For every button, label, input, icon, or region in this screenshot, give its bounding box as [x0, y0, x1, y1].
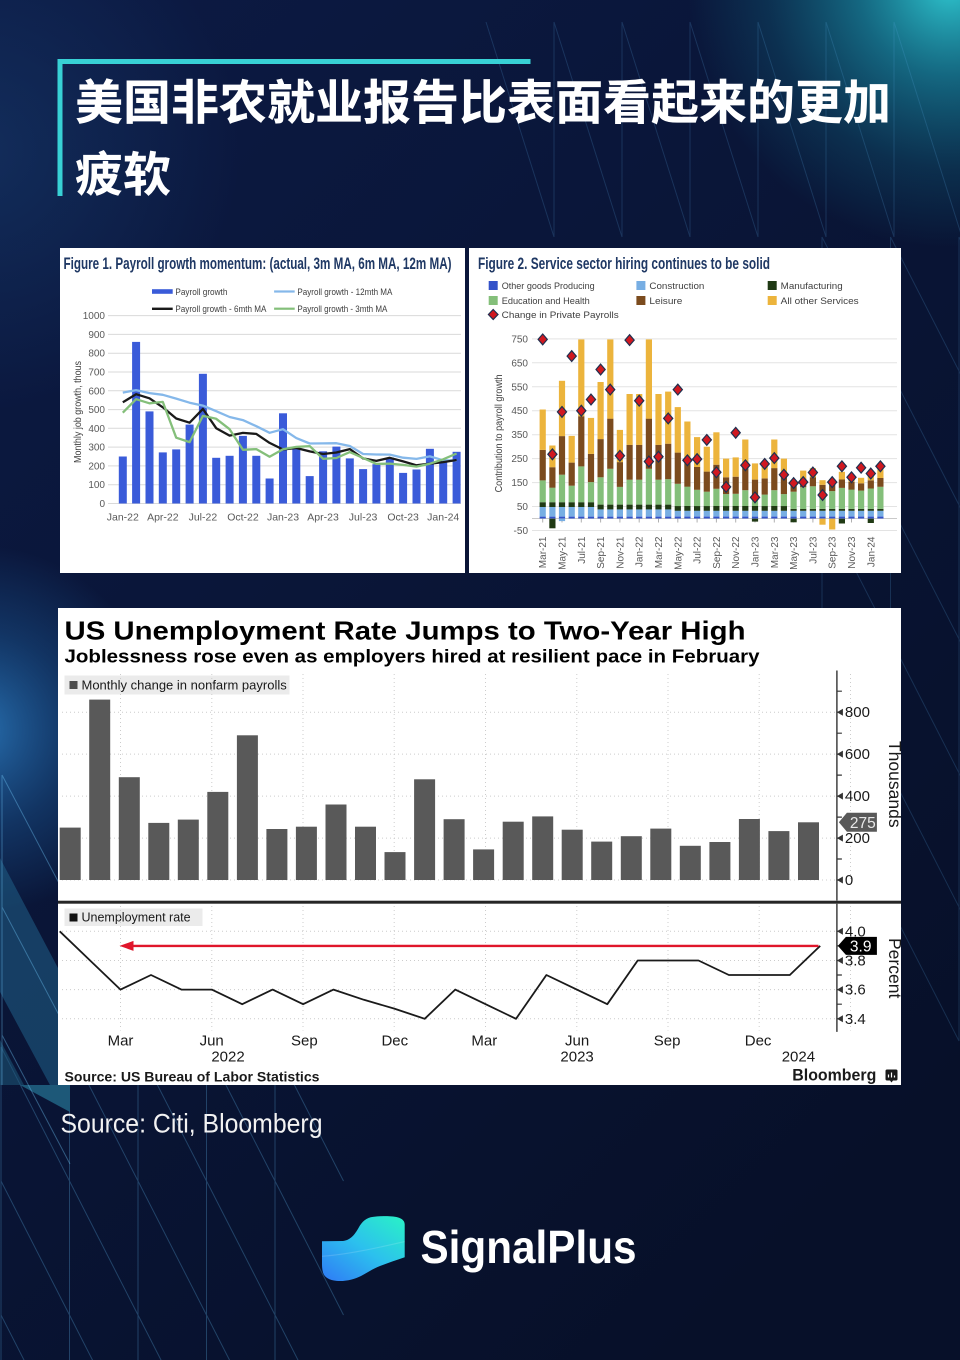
svg-text:Leisure: Leisure	[649, 296, 682, 307]
svg-text:Joblessness rose even as emplo: Joblessness rose even as employers hired…	[64, 646, 759, 666]
svg-text:Contribution to payroll growth: Contribution to payroll growth	[494, 374, 505, 492]
svg-text:Source: Citi, Bloomberg: Source: Citi, Bloomberg	[61, 1109, 323, 1139]
svg-text:350: 350	[511, 430, 528, 441]
svg-text:200: 200	[844, 830, 869, 847]
svg-text:200: 200	[88, 461, 105, 472]
svg-text:Nov-21: Nov-21	[615, 536, 626, 569]
svg-text:Source: US Bureau of Labor Sta: Source: US Bureau of Labor Statistics	[64, 1068, 319, 1084]
svg-text:Mar: Mar	[107, 1032, 133, 1049]
svg-text:Thousands: Thousands	[884, 741, 900, 828]
svg-text:2023: 2023	[560, 1048, 593, 1065]
svg-text:Payroll growth - 12mth MA: Payroll growth - 12mth MA	[297, 287, 393, 298]
svg-text:US Unemployment Rate Jumps to: US Unemployment Rate Jumps to Two-Year H…	[64, 615, 745, 645]
svg-text:Mar: Mar	[471, 1032, 497, 1049]
svg-text:Monthly change in nonfarm payr: Monthly change in nonfarm payrolls	[81, 677, 287, 692]
svg-text:Jul-23: Jul-23	[349, 512, 378, 524]
svg-text:Jul-23: Jul-23	[808, 536, 819, 564]
svg-text:275: 275	[849, 814, 875, 831]
svg-text:Jan-24: Jan-24	[427, 512, 459, 524]
svg-text:Apr-22: Apr-22	[147, 512, 179, 524]
svg-text:Jan-22: Jan-22	[107, 512, 139, 524]
svg-text:Apr-23: Apr-23	[307, 512, 339, 524]
svg-text:Mar-22: Mar-22	[654, 536, 665, 568]
svg-text:650: 650	[511, 358, 528, 369]
svg-text:Sep: Sep	[291, 1032, 318, 1049]
svg-text:2022: 2022	[211, 1048, 244, 1065]
svg-text:Payroll growth - 6mth MA: Payroll growth - 6mth MA	[175, 304, 267, 315]
svg-text:Sep: Sep	[653, 1032, 680, 1049]
svg-text:3.4: 3.4	[844, 1010, 865, 1027]
svg-text:SignalPlus: SignalPlus	[421, 1221, 637, 1273]
svg-text:100: 100	[88, 480, 105, 491]
svg-text:900: 900	[88, 330, 105, 341]
svg-text:Sep-22: Sep-22	[712, 536, 723, 569]
svg-text:1000: 1000	[83, 311, 106, 322]
svg-text:Bloomberg: Bloomberg	[792, 1065, 876, 1084]
svg-text:Oct-23: Oct-23	[387, 512, 419, 524]
svg-text:Monthly job growth, thous: Monthly job growth, thous	[73, 361, 84, 463]
svg-text:Oct-22: Oct-22	[227, 512, 259, 524]
svg-text:Payroll growth - 3mth MA: Payroll growth - 3mth MA	[297, 304, 388, 315]
svg-text:Jun: Jun	[199, 1032, 223, 1049]
svg-text:Education and Health: Education and Health	[502, 296, 590, 307]
svg-text:Unemployment rate: Unemployment rate	[81, 910, 190, 924]
svg-text:Sep-21: Sep-21	[596, 536, 607, 569]
svg-text:Figure 1. Payroll growth momen: Figure 1. Payroll growth momentum: (actu…	[64, 255, 452, 273]
svg-text:Construction: Construction	[649, 281, 704, 292]
svg-text:Manufacturing: Manufacturing	[781, 281, 843, 292]
svg-text:Payroll growth: Payroll growth	[175, 287, 227, 298]
svg-text:Jan-24: Jan-24	[866, 536, 877, 567]
svg-text:Percent: Percent	[884, 938, 900, 998]
svg-text:750: 750	[511, 334, 528, 345]
svg-text:150: 150	[511, 478, 528, 489]
svg-text:600: 600	[88, 386, 105, 397]
svg-text:3.6: 3.6	[844, 981, 865, 998]
svg-text:Nov-22: Nov-22	[731, 536, 742, 569]
svg-text:Jan-23: Jan-23	[267, 512, 299, 524]
svg-text:Mar-21: Mar-21	[538, 536, 549, 568]
svg-text:Dec: Dec	[381, 1032, 408, 1049]
svg-text:3.8: 3.8	[844, 952, 865, 969]
svg-text:-50: -50	[514, 526, 529, 537]
svg-text:50: 50	[517, 502, 529, 513]
svg-text:3.9: 3.9	[849, 938, 871, 955]
svg-text:500: 500	[88, 405, 105, 416]
svg-text:Nov-23: Nov-23	[847, 536, 858, 569]
svg-text:All other Services: All other Services	[781, 296, 859, 307]
svg-text:800: 800	[844, 704, 869, 721]
svg-text:0: 0	[99, 499, 105, 510]
svg-text:Jul-21: Jul-21	[577, 536, 588, 564]
svg-text:May-21: May-21	[558, 536, 569, 570]
svg-text:Jun: Jun	[565, 1032, 589, 1049]
svg-text:Jul-22: Jul-22	[693, 536, 704, 564]
svg-text:300: 300	[88, 443, 105, 454]
svg-text:May-22: May-22	[673, 536, 684, 570]
svg-text:0: 0	[844, 872, 852, 889]
svg-text:Change in Private Payrolls: Change in Private Payrolls	[502, 310, 619, 321]
svg-text:Figure 2. Service sector hirin: Figure 2. Service sector hiring continue…	[478, 255, 770, 273]
svg-text:Jul-22: Jul-22	[189, 512, 218, 524]
svg-text:Sep-23: Sep-23	[828, 536, 839, 569]
svg-text:Jan-22: Jan-22	[635, 536, 646, 567]
svg-text:400: 400	[88, 424, 105, 435]
svg-text:May-23: May-23	[789, 536, 800, 570]
svg-text:700: 700	[88, 367, 105, 378]
svg-text:Mar-23: Mar-23	[770, 536, 781, 568]
svg-text:600: 600	[844, 746, 869, 763]
svg-text:450: 450	[511, 406, 528, 417]
svg-text:Dec: Dec	[744, 1032, 771, 1049]
svg-text:550: 550	[511, 382, 528, 393]
svg-text:4.0: 4.0	[844, 923, 865, 940]
svg-text:400: 400	[844, 788, 869, 805]
svg-text:250: 250	[511, 454, 528, 465]
svg-text:Jan-23: Jan-23	[751, 536, 762, 567]
svg-text:800: 800	[88, 349, 105, 360]
svg-text:2024: 2024	[781, 1048, 814, 1065]
svg-text:Other goods Producing: Other goods Producing	[502, 281, 595, 292]
